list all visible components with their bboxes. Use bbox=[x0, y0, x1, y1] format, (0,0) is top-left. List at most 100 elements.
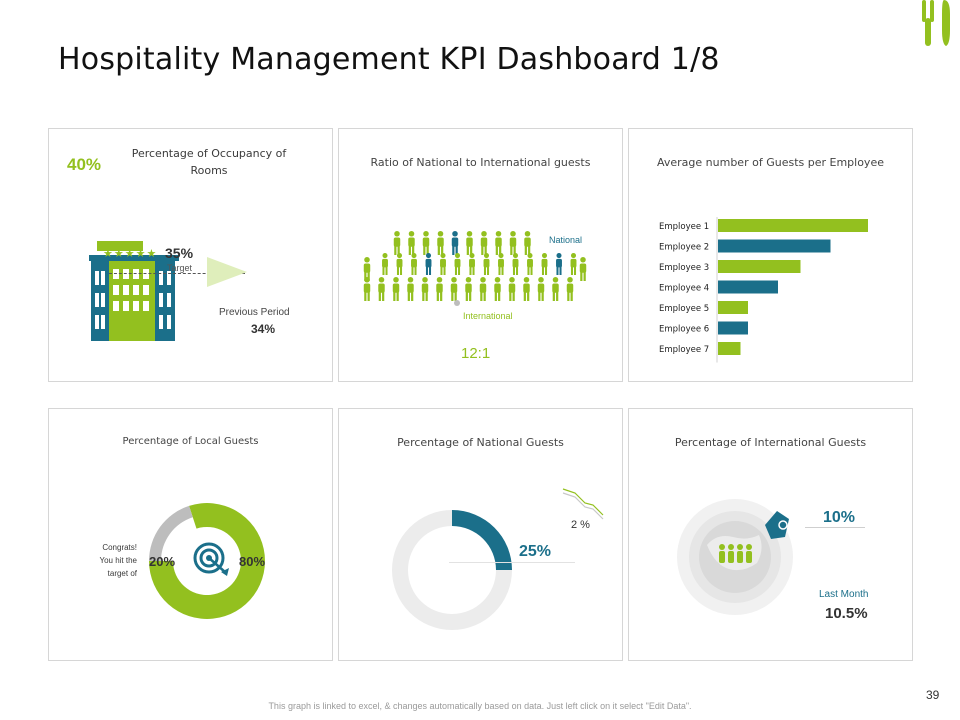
local-guests-panel: Percentage of Local Guests Congrats! You… bbox=[48, 408, 333, 661]
last-month-value: 10.5% bbox=[825, 605, 868, 622]
person-icon bbox=[363, 257, 371, 281]
national-value: 25% bbox=[519, 543, 552, 560]
person-icon bbox=[378, 277, 385, 301]
occupancy-title-line1: Percentage of Occupancy of bbox=[131, 147, 287, 160]
people-icon bbox=[363, 231, 587, 306]
target-icon bbox=[193, 542, 229, 576]
bar-label: Employee 4 bbox=[659, 284, 709, 294]
bar-label: Employee 2 bbox=[659, 243, 709, 253]
person-icon bbox=[480, 231, 488, 255]
national-guests-panel: Percentage of National Guests 25% 2 % bbox=[338, 408, 623, 661]
globe-people-icon bbox=[677, 499, 793, 615]
national-label: National bbox=[549, 235, 583, 245]
local-large-value: 80% bbox=[239, 554, 266, 569]
bar bbox=[718, 260, 801, 273]
person-icon bbox=[523, 277, 530, 301]
ratio-value: 12:1 bbox=[461, 345, 491, 362]
donut-slice bbox=[452, 510, 512, 570]
occupancy-value: 40% bbox=[67, 155, 102, 174]
person-icon bbox=[382, 253, 388, 275]
person-icon bbox=[392, 277, 400, 301]
person-icon bbox=[465, 277, 472, 301]
rating-stars-icon: ★★★★★ bbox=[103, 248, 158, 260]
person-icon bbox=[579, 257, 587, 281]
person-icon bbox=[566, 277, 574, 301]
bar-label: Employee 7 bbox=[659, 345, 709, 355]
target-value: 35% bbox=[165, 245, 194, 261]
person-icon bbox=[466, 231, 473, 255]
person-icon bbox=[393, 231, 401, 255]
donut-slice bbox=[149, 503, 265, 619]
person-icon bbox=[469, 253, 475, 275]
person-icon bbox=[570, 253, 577, 275]
bar bbox=[718, 301, 748, 314]
person-icon bbox=[440, 253, 446, 275]
ratio-title: Ratio of National to International guest… bbox=[370, 156, 591, 169]
person-icon bbox=[436, 277, 443, 301]
person-icon bbox=[407, 277, 414, 301]
occupancy-title-line2: Rooms bbox=[190, 164, 228, 177]
national-guests-donut-chart bbox=[392, 510, 512, 630]
bar-label: Employee 3 bbox=[659, 263, 709, 273]
person-icon bbox=[479, 277, 487, 301]
previous-period-label: Previous Period bbox=[219, 307, 290, 318]
person-icon bbox=[537, 277, 545, 301]
occupancy-panel: 40% Percentage of Occupancy of Rooms ★★★… bbox=[48, 128, 333, 382]
person-icon bbox=[454, 253, 461, 275]
person-icon bbox=[408, 231, 415, 255]
person-icon bbox=[437, 231, 444, 255]
person-icon bbox=[425, 253, 432, 275]
last-month-label: Last Month bbox=[819, 589, 869, 600]
cutlery-logo-icon bbox=[922, 0, 950, 46]
congrats-line2: You hit the bbox=[99, 556, 137, 565]
person-icon bbox=[527, 253, 533, 275]
guests-per-employee-chart: Employee 1 Employee 2 Employee 3 Employee 4… bbox=[659, 217, 868, 363]
person-icon bbox=[552, 277, 559, 301]
target-line bbox=[109, 273, 245, 274]
person-icon bbox=[498, 253, 504, 275]
guests-per-employee-title: Average number of Guests per Employee bbox=[657, 156, 884, 169]
person-icon bbox=[421, 277, 429, 301]
local-guests-title: Percentage of Local Guests bbox=[122, 436, 259, 447]
person-icon bbox=[450, 277, 458, 301]
international-line bbox=[805, 527, 865, 528]
person-icon bbox=[411, 253, 417, 275]
person-icon bbox=[541, 253, 548, 275]
national-baseline bbox=[449, 562, 575, 563]
previous-period-value: 34% bbox=[251, 322, 276, 336]
person-icon bbox=[512, 253, 519, 275]
national-guests-title: Percentage of National Guests bbox=[397, 436, 564, 449]
bar bbox=[718, 239, 831, 253]
guests-per-employee-panel: Average number of Guests per Employee Em… bbox=[628, 128, 913, 382]
international-guests-panel: Percentage of International Guests 10% L… bbox=[628, 408, 913, 661]
international-label: International bbox=[463, 311, 513, 321]
congrats-line1: Congrats! bbox=[102, 543, 137, 552]
person-icon bbox=[363, 277, 371, 301]
page-title: Hospitality Management KPI Dashboard 1/8 bbox=[58, 42, 720, 77]
congrats-line3: target of bbox=[107, 569, 137, 578]
person-icon bbox=[508, 277, 516, 301]
trend-down-icon bbox=[562, 488, 604, 520]
international-guests-title: Percentage of International Guests bbox=[674, 436, 867, 449]
bar bbox=[718, 219, 868, 232]
local-small-value: 20% bbox=[149, 554, 176, 569]
person-icon bbox=[495, 231, 502, 255]
local-guests-donut-chart bbox=[149, 503, 265, 619]
hotel-building-icon bbox=[89, 241, 179, 341]
bar-label: Employee 6 bbox=[659, 325, 709, 335]
international-value: 10% bbox=[823, 509, 856, 526]
bar bbox=[718, 280, 778, 294]
person-icon bbox=[396, 253, 403, 275]
person-icon bbox=[524, 231, 531, 255]
donut-slice bbox=[149, 505, 193, 561]
person-icon bbox=[483, 253, 490, 275]
person-icon bbox=[509, 231, 517, 255]
person-icon bbox=[451, 231, 459, 255]
bar-label: Employee 1 bbox=[659, 222, 709, 232]
arrow-icon bbox=[207, 257, 247, 287]
footer-note: This graph is linked to excel, & changes… bbox=[268, 701, 692, 711]
national-change: 2 % bbox=[571, 519, 590, 531]
international-person-icon bbox=[454, 300, 460, 306]
page-number: 39 bbox=[926, 688, 940, 702]
ratio-panel: Ratio of National to International guest… bbox=[338, 128, 623, 382]
